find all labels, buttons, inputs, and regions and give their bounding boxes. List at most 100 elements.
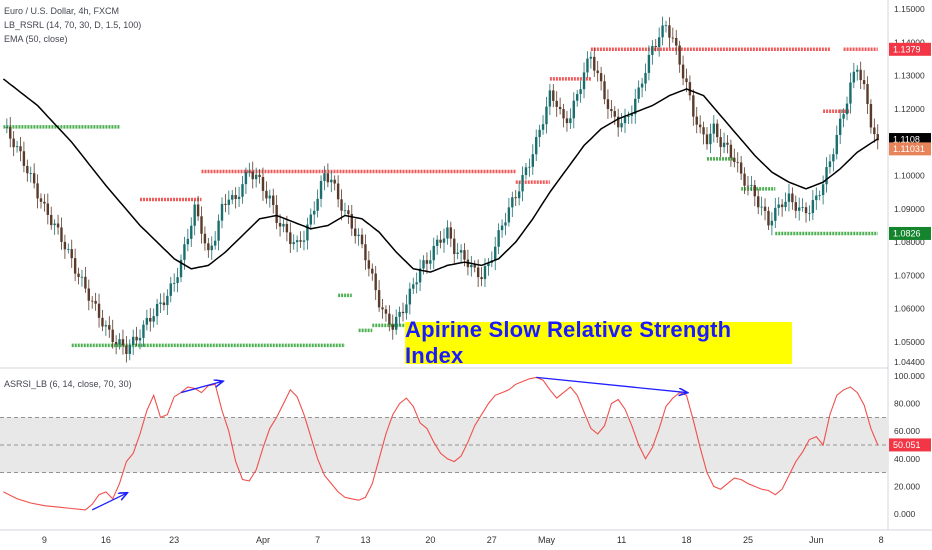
candle-body — [709, 133, 712, 145]
candle-body — [497, 230, 500, 247]
candle-body — [145, 318, 149, 325]
oscillator-line — [3, 376, 879, 511]
candle-body — [616, 116, 620, 128]
candle-body — [357, 234, 360, 237]
candle-body — [19, 146, 22, 152]
candle-body — [845, 103, 849, 115]
price-tick-label: 1.05000 — [894, 337, 925, 347]
candle-body — [565, 118, 569, 124]
candle-body — [196, 204, 200, 217]
legend-asrsi[interactable]: ASRSI_LB (6, 14, close, 70, 30) — [4, 379, 132, 389]
candle-body — [842, 114, 845, 119]
price-tag-bg — [889, 142, 931, 156]
candle-body — [231, 194, 234, 200]
candle-body — [412, 284, 415, 289]
candle-body — [278, 223, 282, 227]
date-tick-label: 7 — [315, 535, 320, 545]
candle-body — [613, 111, 616, 117]
candle-body — [634, 98, 637, 115]
date-tick-label: 16 — [101, 535, 111, 545]
candle-body — [26, 165, 29, 174]
candle-body — [15, 146, 19, 148]
candle-body — [203, 233, 207, 244]
candle-body — [73, 258, 77, 274]
candle-body — [425, 260, 429, 264]
candle-body — [507, 207, 511, 223]
candle-body — [207, 243, 210, 251]
candle-body — [121, 339, 125, 346]
candle-body — [750, 185, 753, 187]
candle-body — [702, 127, 705, 135]
candle-body — [77, 273, 80, 277]
candle-body — [692, 95, 695, 117]
oscillator-tick-label: 0.000 — [894, 509, 916, 519]
candle-body — [128, 344, 131, 354]
candle-body — [80, 276, 84, 278]
date-tick-label: 23 — [169, 535, 179, 545]
candle-body — [350, 214, 353, 229]
candle-body — [330, 179, 333, 183]
candle-body — [172, 283, 176, 284]
candle-body — [671, 37, 675, 39]
legend-symbol[interactable]: Euro / U.S. Dollar, 4h, FXCM — [4, 6, 120, 16]
candle-body — [56, 223, 60, 228]
candle-body — [664, 25, 668, 27]
candle-body — [586, 58, 589, 73]
candle-body — [473, 264, 476, 268]
candle-body — [63, 241, 67, 250]
oscillator-legend: ASRSI_LB (6, 14, close, 70, 30) — [4, 377, 132, 391]
candle-body — [36, 183, 39, 199]
candle-body — [118, 339, 121, 345]
date-tick-label: 13 — [360, 535, 370, 545]
candle-body — [258, 174, 261, 178]
candle-body — [159, 302, 162, 304]
candle-body — [524, 167, 528, 176]
candle-body — [306, 224, 309, 241]
price-tag-bg — [889, 226, 931, 240]
price-tick-label: 1.07000 — [894, 270, 925, 280]
candle-body — [398, 311, 401, 317]
candle-body — [354, 228, 357, 237]
candle-body — [268, 195, 272, 199]
candle-body — [821, 184, 825, 196]
candle-body — [514, 197, 517, 199]
price-tick-label: 1.13000 — [894, 71, 925, 81]
oscillator-tick-label: 40.000 — [894, 454, 920, 464]
candle-body — [599, 73, 603, 82]
candle-body — [261, 177, 265, 191]
candle-body — [654, 46, 657, 48]
candle-body — [743, 173, 746, 186]
candle-body — [480, 277, 483, 280]
candle-body — [111, 329, 114, 343]
candle-body — [299, 240, 302, 242]
candle-body — [166, 295, 169, 306]
legend-rsrl[interactable]: LB_RSRL (14, 70, 30, D, 1.5, 100) — [4, 20, 142, 30]
candle-body — [309, 214, 312, 225]
date-tick-label: 11 — [617, 535, 626, 545]
candle-body — [155, 303, 159, 317]
candle-body — [384, 309, 388, 314]
candle-body — [114, 342, 118, 345]
candle-body — [132, 336, 135, 345]
candle-body — [292, 242, 295, 245]
candle-body — [302, 240, 306, 242]
candle-body — [29, 173, 32, 174]
legend-ema[interactable]: EMA (50, close) — [4, 34, 68, 44]
candle-body — [770, 220, 774, 226]
candle-body — [685, 78, 688, 83]
candle-body — [733, 157, 736, 162]
candle-body — [746, 185, 750, 187]
date-tick-label: 9 — [42, 535, 47, 545]
candle-body — [388, 313, 391, 325]
ema-series — [2, 78, 879, 273]
candle-body — [152, 316, 155, 322]
candle-body — [43, 201, 46, 204]
candle-body — [248, 171, 251, 173]
candle-body — [869, 104, 873, 128]
candle-body — [825, 167, 828, 185]
candle-body — [517, 191, 521, 199]
price-tag-label: 1.1379 — [893, 44, 921, 54]
candle-body — [422, 260, 425, 269]
candle-body — [408, 288, 412, 305]
